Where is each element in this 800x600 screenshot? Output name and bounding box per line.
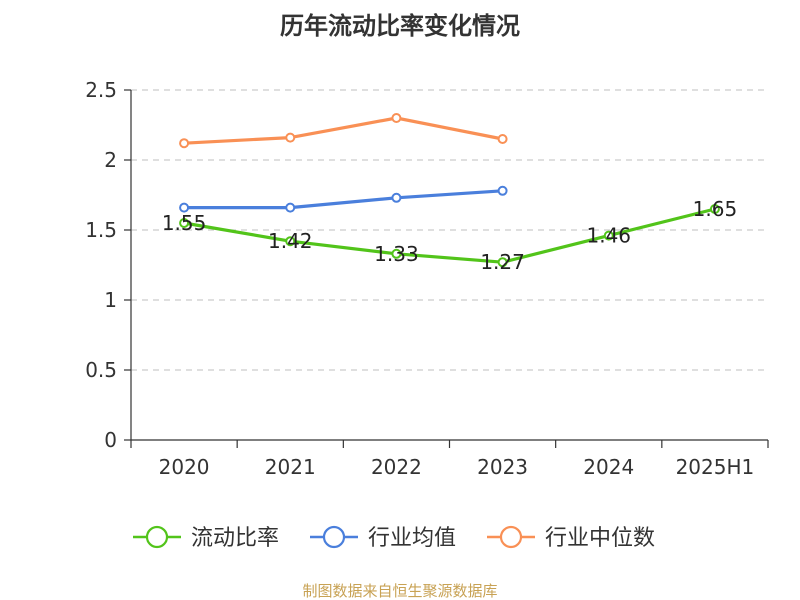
legend[interactable]: 流动比率 行业均值 行业中位数	[133, 525, 655, 551]
data-point	[391, 248, 402, 259]
y-tick-label: 0.5	[85, 358, 117, 382]
axes: 0 0.5 1 1.5 2 2.5 2020 2021 2022 2023 2024 2025H1	[85, 78, 769, 479]
series-line	[183, 207, 716, 264]
data-point	[179, 218, 190, 228]
y-tick-label: 2.5	[85, 78, 117, 102]
legend-item[interactable]: 行业中位数	[487, 525, 655, 551]
data-point	[285, 236, 296, 247]
data-point	[709, 204, 720, 214]
grid	[131, 89, 768, 371]
legend-label: 流动比率	[191, 526, 279, 551]
data-point	[285, 202, 296, 213]
data-label: 1.33	[374, 242, 419, 266]
series-layer	[179, 113, 720, 268]
data-point	[497, 257, 508, 268]
data-label: 1.27	[480, 250, 525, 274]
x-tick-label: 2025H1	[676, 455, 755, 479]
x-tick-label: 2024	[583, 455, 634, 479]
chart-title: 历年流动比率变化情况	[280, 12, 520, 40]
data-point	[497, 134, 508, 144]
data-label: 1.46	[586, 224, 631, 248]
series-line	[183, 116, 503, 145]
data-label: 1.42	[268, 229, 313, 253]
x-tick-label: 2023	[477, 455, 528, 479]
legend-item[interactable]: 流动比率	[133, 525, 279, 551]
legend-marker	[145, 525, 169, 549]
data-point	[285, 132, 296, 143]
data-label: 1.65	[693, 197, 738, 221]
y-tick-label: 2	[104, 148, 117, 172]
legend-label: 行业中位数	[545, 526, 655, 551]
y-tick-label: 0	[104, 428, 117, 452]
y-tick-label: 1.5	[85, 218, 117, 242]
y-tick-label: 1	[104, 288, 117, 312]
data-point	[391, 113, 402, 123]
x-tick-label: 2022	[371, 455, 422, 479]
legend-marker	[499, 525, 523, 549]
data-point	[179, 138, 190, 149]
legend-marker	[322, 525, 346, 549]
legend-label: 行业均值	[368, 526, 456, 551]
data-point	[179, 202, 190, 213]
legend-item[interactable]: 行业均值	[310, 525, 456, 551]
data-label: 1.55	[162, 211, 207, 235]
source-note: 制图数据来自恒生聚源数据库	[302, 582, 497, 600]
x-tick-label: 2020	[159, 455, 210, 479]
data-point	[603, 230, 614, 241]
data-point	[497, 185, 508, 196]
series-line	[184, 189, 503, 210]
data-point	[391, 192, 402, 203]
x-tick-label: 2021	[265, 455, 316, 479]
data-labels: 1.55 1.42 1.33 1.27 1.46 1.65	[162, 197, 737, 274]
